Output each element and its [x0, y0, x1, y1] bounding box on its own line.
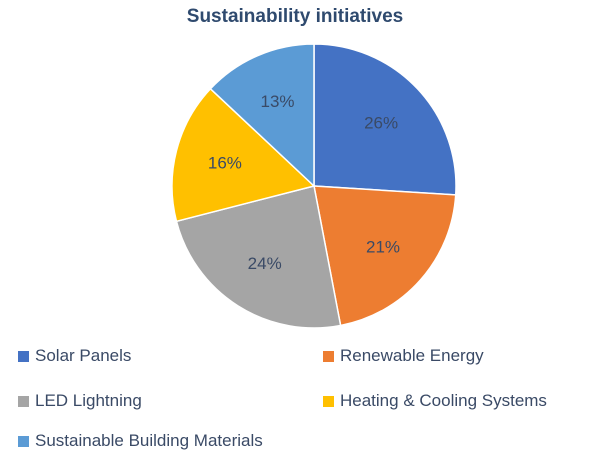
legend-label: Sustainable Building Materials	[35, 431, 263, 450]
legend-item: Renewable Energy	[323, 346, 484, 366]
legend-swatch	[18, 395, 29, 407]
legend-swatch	[323, 350, 334, 362]
legend-swatch	[18, 435, 29, 447]
data-label-led-lightning: 24%	[248, 254, 282, 273]
legend-swatch	[323, 395, 334, 407]
pie-chart: 26% 21% 24% 16% 13%	[171, 43, 457, 329]
legend-label: Solar Panels	[35, 346, 132, 365]
legend-item: LED Lightning	[18, 391, 142, 411]
pie-slice-sustainable-building-materials	[209, 43, 315, 188]
data-label-renewable-energy: 21%	[366, 237, 400, 256]
chart-title: Sustainability initiatives	[186, 6, 404, 27]
data-label-solar-panels: 26%	[364, 114, 398, 133]
legend-swatch	[18, 350, 29, 362]
pie-slice-heating-cooling-systems	[171, 87, 316, 223]
legend-label: Renewable Energy	[340, 346, 484, 365]
pie-slice-solar-panels	[313, 43, 457, 196]
legend-item: Sustainable Building Materials	[18, 431, 263, 451]
legend-item: Heating & Cooling Systems	[323, 391, 547, 411]
data-label-heating-cooling-systems: 16%	[208, 154, 242, 173]
pie-slice-renewable-energy	[313, 185, 457, 327]
pie-slice-led-lightning	[175, 185, 342, 329]
legend-label: LED Lightning	[35, 391, 142, 410]
data-label-sustainable-building-materials: 13%	[260, 92, 294, 111]
legend-item: Solar Panels	[18, 346, 131, 366]
legend-label: Heating & Cooling Systems	[340, 391, 547, 410]
